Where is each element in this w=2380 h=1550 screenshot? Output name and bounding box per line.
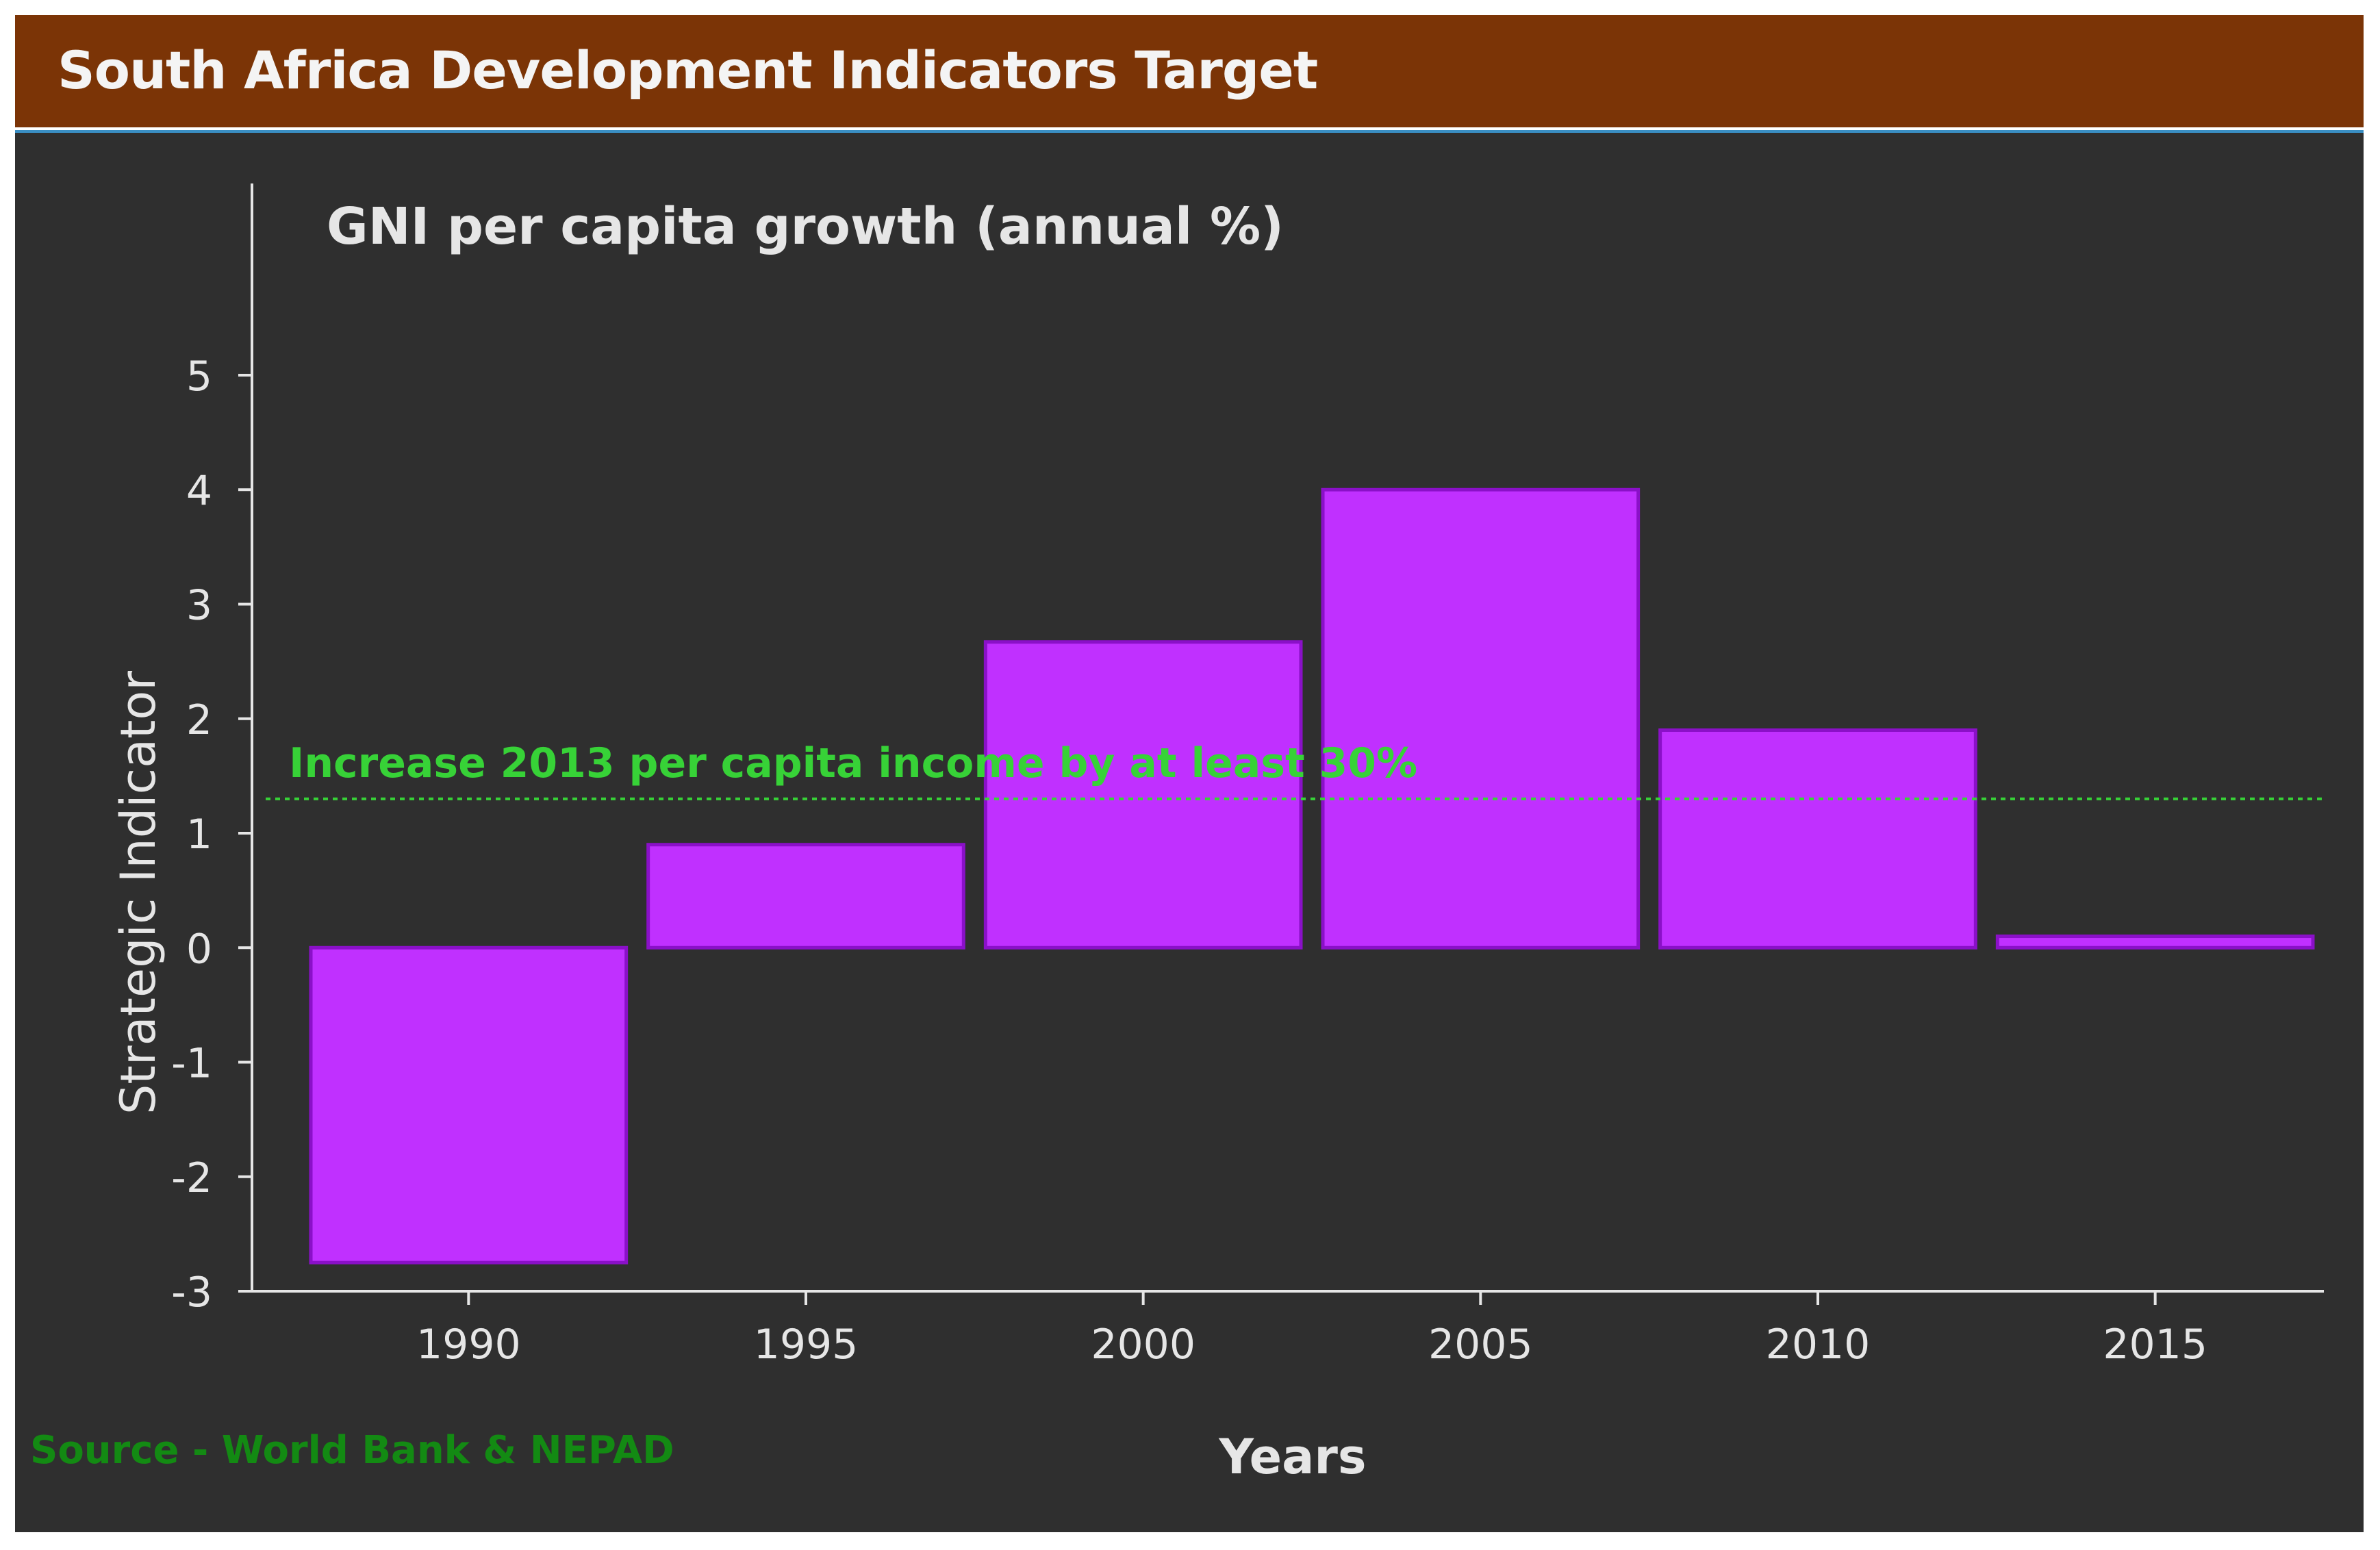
y-tick-label: 2 [186,696,212,744]
x-axis-label: Years [1218,1429,1366,1485]
bar-2000[interactable] [983,640,1303,950]
x-tick-label: 1995 [754,1321,859,1369]
x-tick-label: 2010 [1766,1321,1871,1369]
y-tick-label: -2 [171,1154,212,1202]
y-tick-label: -1 [171,1040,212,1088]
y-axis-label: Strategic Indicator [110,671,166,1115]
target-label: Increase 2013 per capita income by at le… [289,739,1417,787]
source-note: Source - World Bank & NEPAD [30,1428,674,1473]
target-annotation: Increase 2013 per capita income by at le… [266,739,2324,800]
y-tick-label: 3 [186,582,212,630]
bar-1990[interactable] [309,945,629,1265]
header-bar: South Africa Development Indicators Targ… [15,15,2364,127]
chart-frame: South Africa Development Indicators Targ… [15,15,2364,1532]
bars [309,487,2315,1265]
x-tick-label: 2000 [1091,1321,1195,1369]
x-tick-label: 2005 [1428,1321,1533,1369]
bar-2010[interactable] [1658,728,1977,950]
x-tick-label: 2015 [2103,1321,2207,1369]
bar-1995[interactable] [646,843,965,950]
y-tick-label: 4 [186,467,212,515]
bar-2015[interactable] [1995,935,2315,950]
y-tick-label: 0 [186,925,212,973]
axes [251,183,2324,1293]
x-tick-label: 1990 [416,1321,521,1369]
axis-ticks: 5 4 3 2 1 0 -1 -2 -3 1990 1995 2000 2005 2010 2015 [171,353,2207,1369]
y-tick-label: 1 [186,811,212,859]
y-tick-label: 5 [186,353,212,401]
bar-2005[interactable] [1321,487,1641,950]
bar-chart: GNI per capita growth (annual %) Strateg… [110,183,2324,1485]
chart-panel: GNI per capita growth (annual %) Strateg… [15,130,2364,1532]
y-tick-label: -3 [171,1269,212,1317]
chart-title: GNI per capita growth (annual %) [327,197,1284,256]
page-title: South Africa Development Indicators Targ… [58,40,1318,101]
